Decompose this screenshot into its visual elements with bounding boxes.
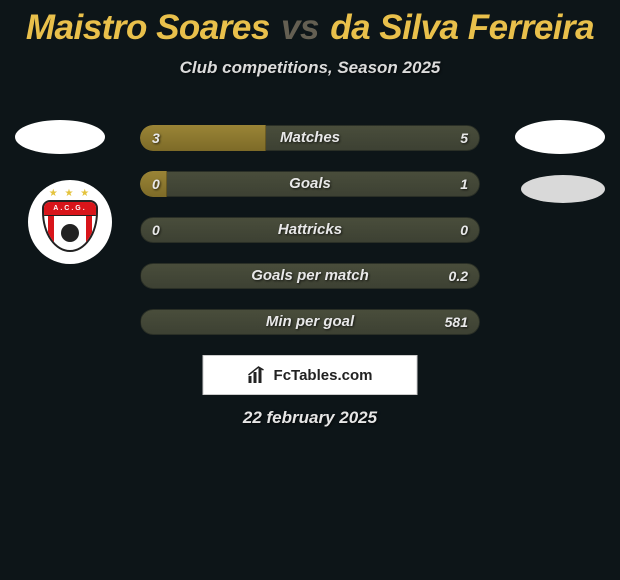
player1-club-badge: ★ ★ ★ A.C.G. [28,180,112,264]
stat-row-mpg: Min per goal 581 [140,309,480,335]
club-badge-stripe [86,216,92,250]
stat-label: Hattricks [140,217,480,243]
page-title: Maistro Soares vs da Silva Ferreira [0,8,620,48]
stat-right-value: 5 [460,125,468,151]
brand-badge: FcTables.com [203,355,418,395]
player1-name: Maistro Soares [26,8,270,47]
player2-name: da Silva Ferreira [330,8,594,47]
club-badge-ball-icon [61,224,79,242]
stat-right-value: 0 [460,217,468,243]
subtitle: Club competitions, Season 2025 [0,58,620,78]
bar-chart-icon [248,366,270,384]
club-badge-shield: A.C.G. [42,200,98,252]
stat-label: Matches [140,125,480,151]
club-badge-stars: ★ ★ ★ [36,188,104,199]
club-badge-text: A.C.G. [44,202,96,216]
player1-photo-placeholder [15,120,105,154]
player2-club-placeholder [521,175,605,203]
player2-photo-placeholder [515,120,605,154]
stat-label: Goals [140,171,480,197]
stat-label: Goals per match [140,263,480,289]
comparison-card: Maistro Soares vs da Silva Ferreira Club… [0,0,620,580]
club-badge-stripe [48,216,54,250]
stat-row-gpm: Goals per match 0.2 [140,263,480,289]
club-badge-inner: ★ ★ ★ A.C.G. [36,188,104,256]
brand-text: FcTables.com [274,367,373,384]
vs-word: vs [279,8,321,47]
date-text: 22 february 2025 [0,408,620,428]
stat-label: Min per goal [140,309,480,335]
stats-bars: 3 Matches 5 0 Goals 1 0 Hattricks 0 Goal… [140,125,480,355]
stat-row-hattricks: 0 Hattricks 0 [140,217,480,243]
stat-right-value: 581 [445,309,468,335]
stat-right-value: 1 [460,171,468,197]
stat-row-goals: 0 Goals 1 [140,171,480,197]
stat-right-value: 0.2 [449,263,468,289]
stat-row-matches: 3 Matches 5 [140,125,480,151]
